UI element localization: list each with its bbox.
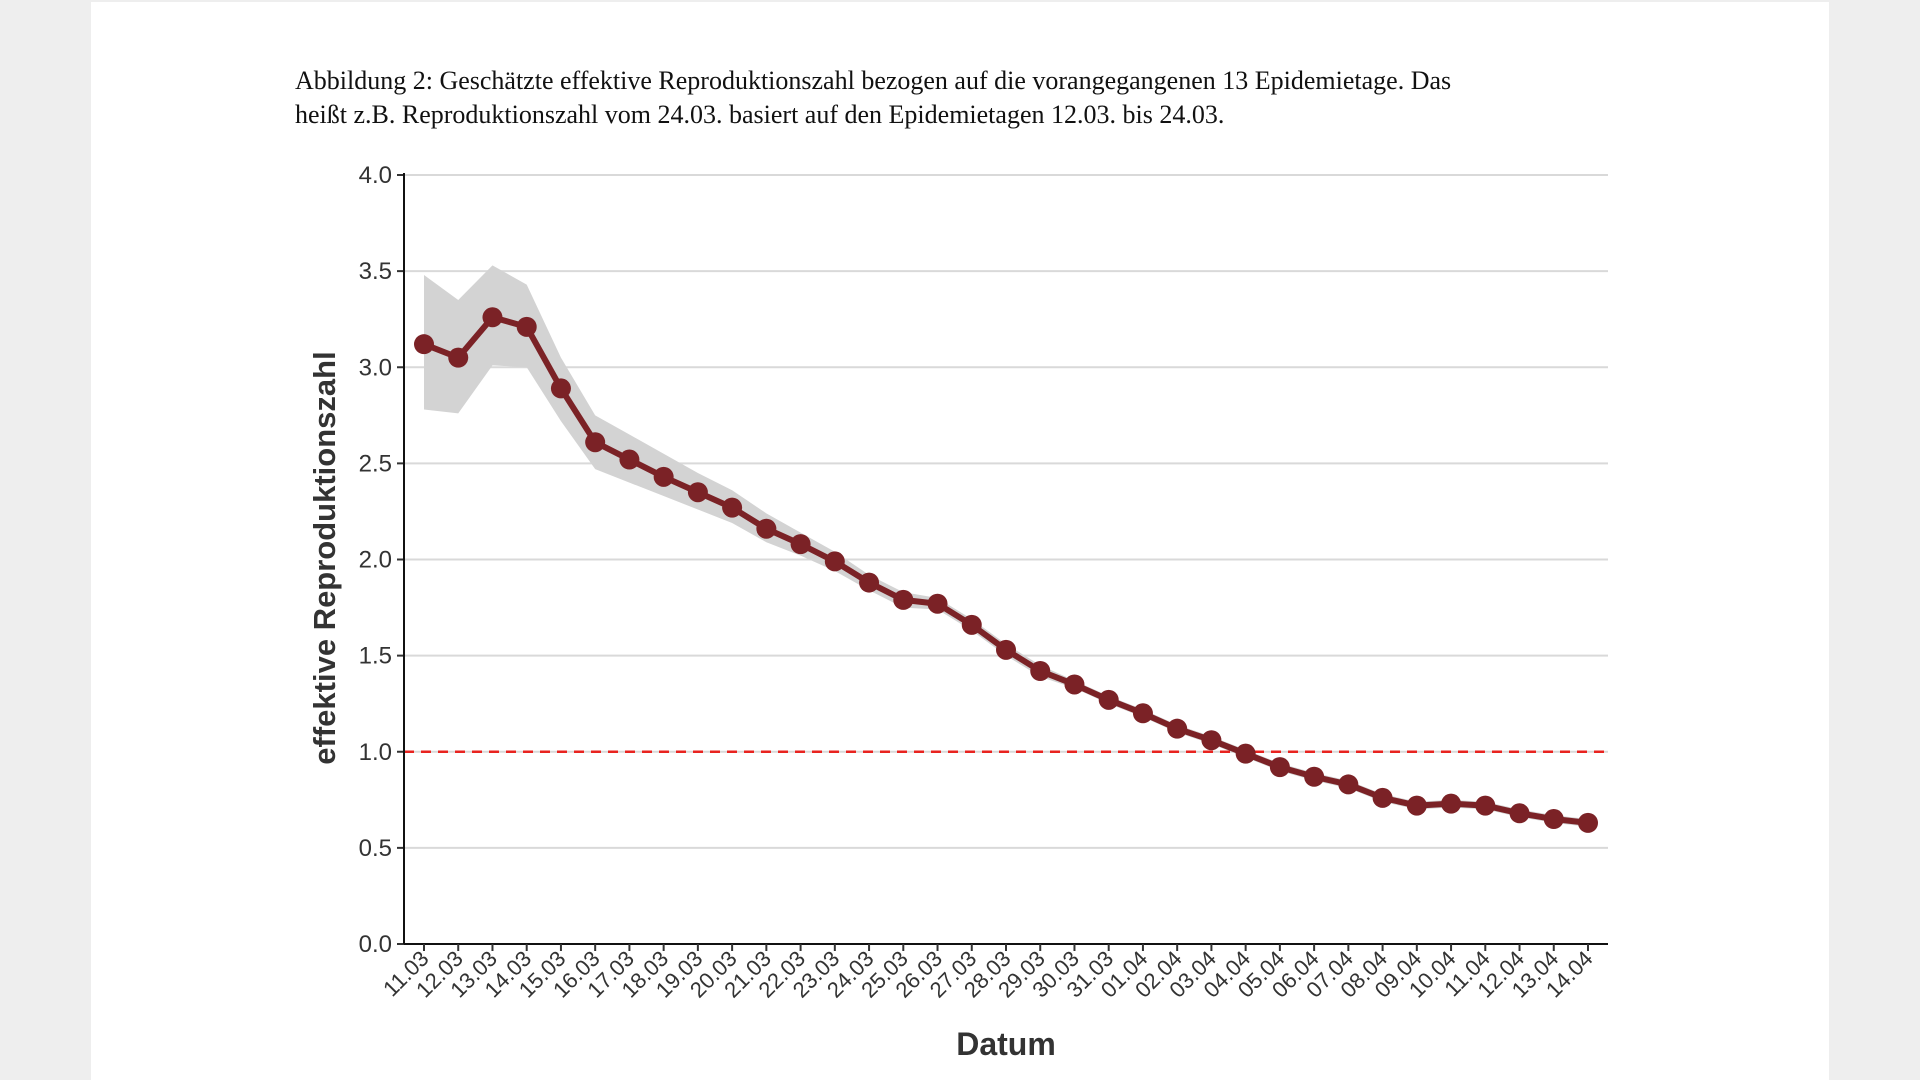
point <box>1304 766 1325 787</box>
caption-line: heißt z.B. Reproduktionszahl vom 24.03. … <box>295 100 1225 129</box>
y-tick-label: 3.5 <box>359 258 392 285</box>
y-tick-label: 0.0 <box>359 931 392 958</box>
point <box>1475 795 1496 816</box>
y-tick-label: 2.0 <box>359 547 392 574</box>
point <box>790 534 811 555</box>
point <box>482 307 503 328</box>
point <box>1201 730 1222 751</box>
point <box>927 593 948 614</box>
point <box>653 466 674 487</box>
point <box>1372 787 1393 808</box>
point <box>756 518 777 539</box>
x-axis-title: Datum <box>956 1026 1056 1062</box>
document-page <box>91 2 1829 1080</box>
point <box>1578 812 1598 833</box>
point <box>550 378 571 399</box>
point <box>1269 757 1290 778</box>
line <box>422 314 1589 826</box>
point <box>1030 661 1051 682</box>
point <box>619 449 640 470</box>
point <box>1543 809 1564 830</box>
point <box>824 551 845 572</box>
y-tick-label: 0.5 <box>359 835 392 862</box>
point <box>1167 718 1188 739</box>
y-tick-label: 2.5 <box>359 450 392 477</box>
point <box>1441 793 1462 814</box>
point <box>1098 689 1119 710</box>
caption-line: Abbildung 2: Geschätzte effektive Reprod… <box>295 66 1452 95</box>
point <box>1338 774 1359 795</box>
point <box>1064 674 1085 695</box>
point <box>1406 795 1427 816</box>
point <box>448 347 469 368</box>
confidence-band <box>424 265 1588 827</box>
point <box>1235 743 1256 764</box>
y-axis-title: effektive Reproduktionszahl <box>307 351 342 764</box>
point <box>585 432 606 453</box>
point <box>961 614 982 635</box>
y-tick-label: 1.0 <box>359 739 392 766</box>
point <box>996 639 1016 660</box>
y-tick-label: 4.0 <box>359 162 392 189</box>
point <box>1132 703 1153 724</box>
y-tick-label: 3.0 <box>359 354 392 381</box>
point <box>516 316 537 337</box>
point <box>414 334 434 355</box>
point <box>1509 803 1530 824</box>
point <box>687 482 708 503</box>
y-tick-label: 1.5 <box>359 643 392 670</box>
point <box>722 497 743 518</box>
point <box>893 589 914 610</box>
point <box>859 572 880 593</box>
